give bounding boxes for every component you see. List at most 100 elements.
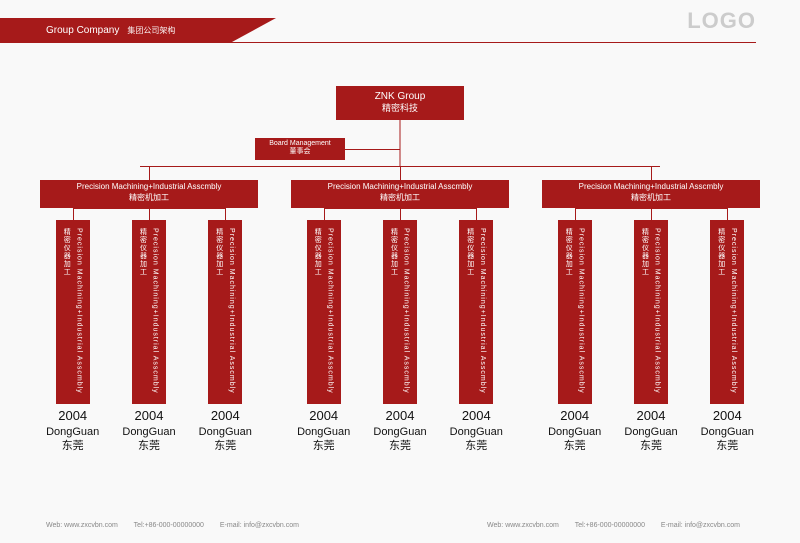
logo-text: LOGO [687, 8, 756, 34]
leaf-node: Precision Machining+Industrial Asscmbly精… [710, 220, 744, 404]
leaf-footer: 2004 DongGuan 东莞 [291, 408, 356, 453]
leaf-footer: 2004 DongGuan 东莞 [193, 408, 258, 453]
level2-cn: 精密机加工 [291, 193, 509, 204]
leaf-city-cn: 东莞 [40, 439, 105, 453]
leaf-node: Precision Machining+Industrial Asscmbly精… [558, 220, 592, 404]
leaf-city-cn: 东莞 [116, 439, 181, 453]
org-chart: ZNK Group 精密科技 Board Management 董事会 Prec… [40, 86, 760, 483]
leaf-city-en: DongGuan [695, 425, 760, 439]
leaf-city-en: DongGuan [444, 425, 509, 439]
footer: Web: www.zxcvbn.com Tel:+86-000-00000000… [46, 522, 754, 529]
header: Group Company 集团公司架构 [0, 18, 800, 42]
level2-node: Precision Machining+Industrial Asscmbly … [40, 180, 258, 208]
leaf-city-en: DongGuan [116, 425, 181, 439]
connector-leaf-down [225, 208, 226, 220]
leaf: Precision Machining+Industrial Asscmbly精… [695, 208, 760, 483]
board-cn: 董事会 [255, 148, 345, 156]
leaf-city-cn: 东莞 [618, 439, 683, 453]
leaves: Precision Machining+Industrial Asscmbly精… [291, 208, 509, 483]
footer-tel-2: Tel:+86-000-00000000 [575, 522, 645, 529]
leaf-label: Precision Machining+Industrial Asscmbly精… [388, 228, 411, 394]
root-en: ZNK Group [336, 90, 464, 103]
header-title-en: Group Company [46, 25, 119, 36]
leaf: Precision Machining+Industrial Asscmbly精… [444, 208, 509, 483]
leaf-label: Precision Machining+Industrial Asscmbly精… [61, 228, 84, 394]
branch: Precision Machining+Industrial Asscmbly … [40, 166, 258, 483]
connector-branch-down [651, 166, 652, 180]
leaves: Precision Machining+Industrial Asscmbly精… [40, 208, 258, 483]
connector-root-down [400, 120, 401, 166]
leaf-year: 2004 [40, 408, 105, 425]
leaf-city-en: DongGuan [367, 425, 432, 439]
leaf-footer: 2004 DongGuan 东莞 [444, 408, 509, 453]
footer-web: Web: www.zxcvbn.com [46, 522, 118, 529]
leaf-city-en: DongGuan [618, 425, 683, 439]
connector-leaf-down [73, 208, 74, 220]
leaf: Precision Machining+Industrial Asscmbly精… [116, 208, 181, 483]
connector-leaf-down [476, 208, 477, 220]
connector-leaf-down [727, 208, 728, 220]
branches: Precision Machining+Industrial Asscmbly … [40, 166, 760, 483]
leaf-city-cn: 东莞 [542, 439, 607, 453]
level2-cn: 精密机加工 [40, 193, 258, 204]
header-title-cn: 集团公司架构 [127, 25, 175, 36]
leaf-footer: 2004 DongGuan 东莞 [618, 408, 683, 453]
connector-board [345, 149, 400, 150]
footer-email: E-mail: info@zxcvbn.com [220, 522, 299, 529]
leaf-year: 2004 [193, 408, 258, 425]
level2-en: Precision Machining+Industrial Asscmbly [291, 182, 509, 193]
level2-cn: 精密机加工 [542, 193, 760, 204]
connector-leaf-down [400, 208, 401, 220]
leaf-footer: 2004 DongGuan 东莞 [116, 408, 181, 453]
leaf-label: Precision Machining+Industrial Asscmbly精… [465, 228, 488, 394]
connector-leaf-down [575, 208, 576, 220]
leaf: Precision Machining+Industrial Asscmbly精… [542, 208, 607, 483]
leaf-city-en: DongGuan [291, 425, 356, 439]
leaf-footer: 2004 DongGuan 东莞 [695, 408, 760, 453]
leaf-year: 2004 [618, 408, 683, 425]
leaves: Precision Machining+Industrial Asscmbly精… [542, 208, 760, 483]
leaf-label: Precision Machining+Industrial Asscmbly精… [312, 228, 335, 394]
leaf-label: Precision Machining+Industrial Asscmbly精… [716, 228, 739, 394]
leaf-footer: 2004 DongGuan 东莞 [40, 408, 105, 453]
leaf-year: 2004 [444, 408, 509, 425]
header-underline [0, 42, 756, 43]
footer-email-2: E-mail: info@zxcvbn.com [661, 522, 740, 529]
leaf-node: Precision Machining+Industrial Asscmbly精… [307, 220, 341, 404]
leaf-label: Precision Machining+Industrial Asscmbly精… [214, 228, 237, 394]
header-triangle [232, 18, 276, 42]
leaf-label: Precision Machining+Industrial Asscmbly精… [563, 228, 586, 394]
board-node: Board Management 董事会 [255, 138, 345, 160]
footer-right: Web: www.zxcvbn.com Tel:+86-000-00000000… [487, 522, 754, 529]
leaf-city-cn: 东莞 [193, 439, 258, 453]
leaf-node: Precision Machining+Industrial Asscmbly精… [132, 220, 166, 404]
connector-leaf-down [149, 208, 150, 220]
footer-tel: Tel:+86-000-00000000 [134, 522, 204, 529]
leaf-node: Precision Machining+Industrial Asscmbly精… [208, 220, 242, 404]
leaf: Precision Machining+Industrial Asscmbly精… [618, 208, 683, 483]
leaf: Precision Machining+Industrial Asscmbly精… [367, 208, 432, 483]
footer-left: Web: www.zxcvbn.com Tel:+86-000-00000000… [46, 522, 313, 529]
root-node: ZNK Group 精密科技 [336, 86, 464, 120]
leaf-footer: 2004 DongGuan 东莞 [542, 408, 607, 453]
leaf-year: 2004 [116, 408, 181, 425]
connector-branch-down [400, 166, 401, 180]
leaf-node: Precision Machining+Industrial Asscmbly精… [56, 220, 90, 404]
connector-leaf-down [651, 208, 652, 220]
level2-node: Precision Machining+Industrial Asscmbly … [291, 180, 509, 208]
leaf-city-en: DongGuan [542, 425, 607, 439]
leaf-node: Precision Machining+Industrial Asscmbly精… [459, 220, 493, 404]
header-bar: Group Company 集团公司架构 [0, 18, 232, 42]
footer-web-2: Web: www.zxcvbn.com [487, 522, 559, 529]
leaf-city-cn: 东莞 [695, 439, 760, 453]
level2-en: Precision Machining+Industrial Asscmbly [542, 182, 760, 193]
level2-node: Precision Machining+Industrial Asscmbly … [542, 180, 760, 208]
leaf-city-cn: 东莞 [291, 439, 356, 453]
leaf-node: Precision Machining+Industrial Asscmbly精… [383, 220, 417, 404]
connector-leaf-down [324, 208, 325, 220]
leaf-year: 2004 [542, 408, 607, 425]
connector-branch-down [149, 166, 150, 180]
leaf-label: Precision Machining+Industrial Asscmbly精… [639, 228, 662, 394]
leaf-year: 2004 [695, 408, 760, 425]
leaf-city-cn: 东莞 [444, 439, 509, 453]
